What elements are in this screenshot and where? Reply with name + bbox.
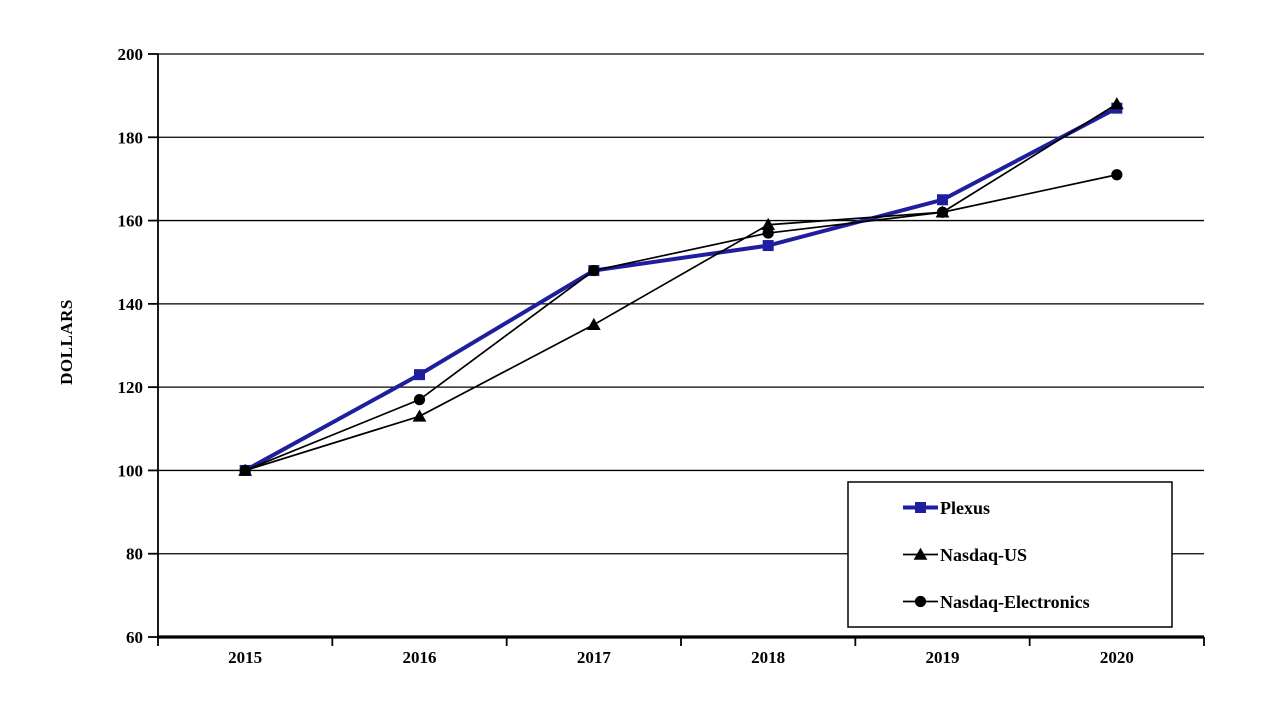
y-axis-title: DOLLARS (57, 299, 76, 385)
circle-marker (936, 206, 949, 218)
circle-marker (239, 464, 251, 477)
series-line-square (244, 106, 1118, 473)
y-tick-label: 100 (118, 461, 144, 480)
square-marker (762, 240, 774, 252)
triangle-marker (412, 409, 427, 422)
y-tick-label: 180 (118, 128, 144, 147)
series-line-circle (244, 173, 1118, 472)
y-tick-label: 200 (118, 45, 144, 64)
x-tick-label: 2016 (403, 648, 437, 667)
y-tick-label: 60 (126, 628, 143, 647)
x-tick-label: 2017 (577, 648, 612, 667)
legend-triangle-marker (913, 547, 928, 560)
legend-label: Nasdaq-US (940, 545, 1027, 565)
circle-marker (588, 264, 600, 277)
circle-marker (413, 394, 426, 406)
square-marker (937, 194, 948, 206)
y-tick-label: 120 (118, 378, 144, 397)
legend-label: Nasdaq-Electronics (940, 592, 1090, 612)
x-tick-label: 2018 (751, 648, 785, 667)
series-line-triangle (244, 103, 1118, 472)
y-tick-label: 160 (118, 212, 144, 231)
legend-box (847, 481, 1173, 628)
legend: Plexus Nasdaq-US Nasdaq-Electronics (847, 481, 1173, 628)
triangle-marker (586, 317, 601, 330)
circle-marker (1111, 169, 1123, 181)
square-marker (414, 369, 425, 381)
y-tick-label: 140 (118, 295, 144, 314)
legend-circle-marker (914, 595, 927, 608)
y-tick-label: 80 (126, 545, 143, 564)
legend-label: Plexus (940, 498, 990, 518)
series-nasdaq-electronics (239, 169, 1123, 477)
circle-marker (762, 227, 774, 239)
series-plexus (239, 102, 1123, 476)
x-tick-label: 2019 (926, 648, 960, 667)
x-tick-label: 2015 (228, 648, 262, 667)
legend-square-marker (915, 502, 926, 513)
triangle-marker (761, 217, 776, 231)
x-tick-label: 2020 (1100, 648, 1134, 667)
triangle-marker (1109, 97, 1124, 110)
